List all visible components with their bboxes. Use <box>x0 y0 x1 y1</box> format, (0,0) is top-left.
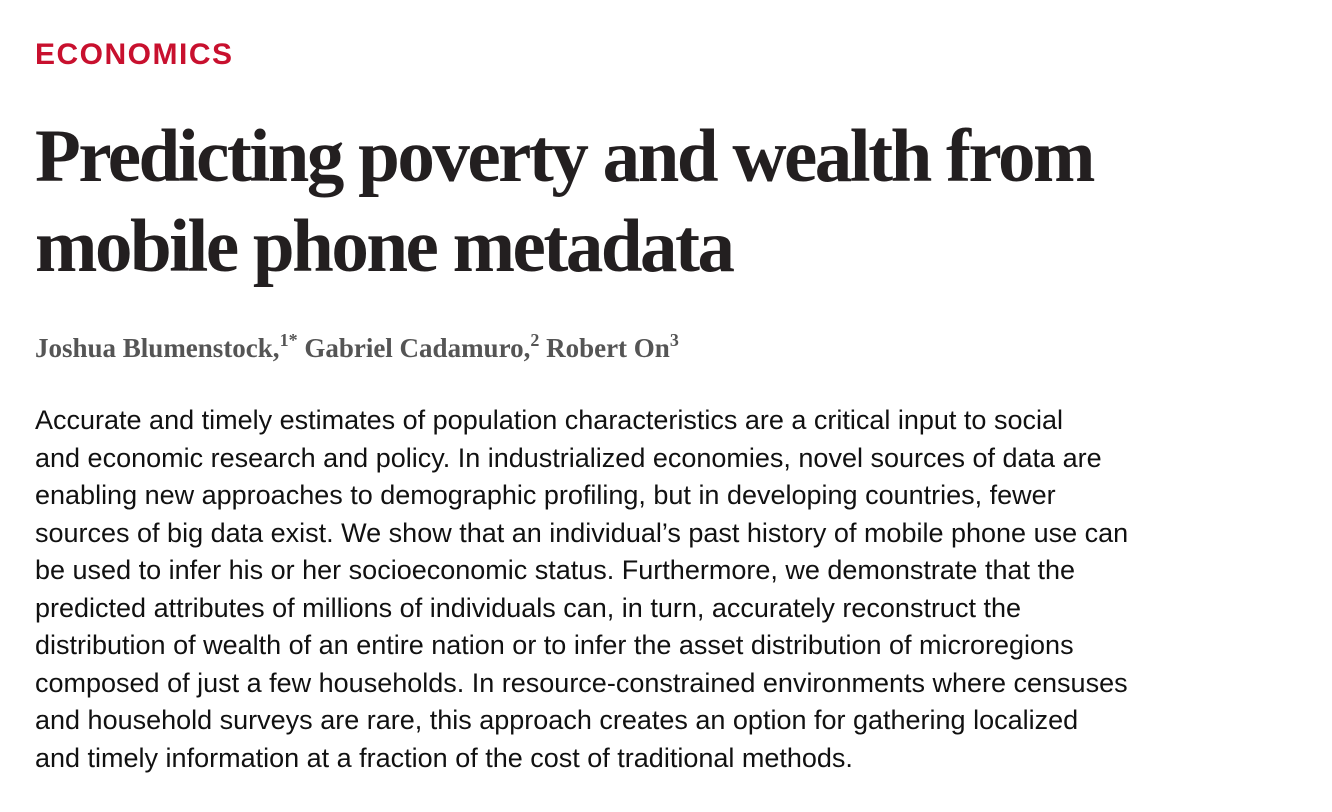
abstract-line: distribution of wealth of an entire nati… <box>35 630 1074 660</box>
author-affiliation: 1* <box>279 330 298 350</box>
title-line: Predicting poverty and wealth from <box>35 115 1095 198</box>
abstract-line: composed of just a few households. In re… <box>35 667 1128 698</box>
article-title: Predicting poverty and wealth from mobil… <box>35 112 1315 292</box>
section-label: ECONOMICS <box>35 38 234 71</box>
abstract-line: and household surveys are rare, this app… <box>35 705 1079 735</box>
abstract-line: Accurate and timely estimates of populat… <box>35 405 1063 435</box>
author-name: Robert On <box>546 333 670 363</box>
abstract-line: enabling new approaches to demographic p… <box>35 480 1056 510</box>
abstract-line: predicted attributes of millions of indi… <box>35 592 1021 623</box>
abstract-line: and economic research and policy. In ind… <box>35 442 1102 473</box>
abstract-line: be used to infer his or her socioeconomi… <box>35 555 1076 585</box>
author-name: Joshua Blumenstock, <box>35 333 280 363</box>
abstract-line: sources of big data exist. We show that … <box>35 517 1129 548</box>
author-name: Gabriel Cadamuro, <box>304 333 531 363</box>
author-affiliation: 2 <box>530 330 540 350</box>
title-line: mobile phone metadata <box>35 205 735 288</box>
abstract-line: and timely information at a fraction of … <box>35 742 853 773</box>
abstract: Accurate and timely estimates of populat… <box>35 402 1128 777</box>
author-affiliation: 3 <box>669 330 679 350</box>
author-list: Joshua Blumenstock,1* Gabriel Cadamuro,2… <box>35 330 679 366</box>
